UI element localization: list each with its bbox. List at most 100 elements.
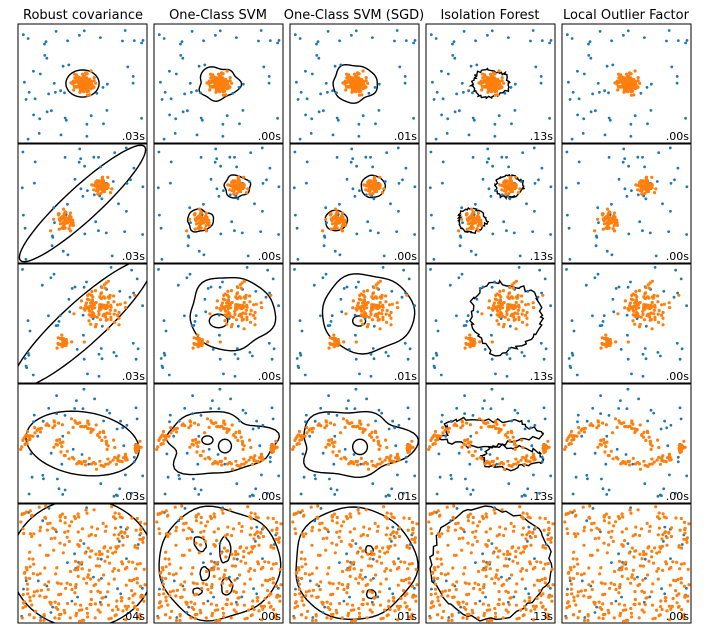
inlier-point — [32, 616, 36, 620]
inlier-point — [380, 191, 385, 195]
subplot-r1-c3: .13s — [425, 143, 556, 264]
inlier-point — [65, 217, 69, 221]
inlier-point — [71, 221, 75, 225]
inlier-point — [189, 616, 193, 620]
inlier-point — [511, 286, 515, 290]
inlier-point — [220, 304, 224, 308]
outlier-point — [595, 234, 598, 238]
outlier-point — [81, 194, 85, 198]
outlier-point — [478, 287, 482, 290]
inlier-point — [360, 93, 364, 97]
inlier-point — [315, 583, 319, 587]
inlier-point — [373, 429, 377, 433]
outlier-point — [209, 552, 213, 556]
decision-boundary — [303, 410, 419, 479]
outlier-point — [268, 455, 272, 459]
inlier-point — [428, 445, 432, 449]
inlier-point — [63, 515, 67, 520]
outlier-point — [132, 460, 136, 464]
outlier-point — [358, 189, 361, 193]
subplot-r3-c4: .00s — [561, 383, 692, 504]
inlier-point — [645, 185, 649, 189]
inlier-point — [332, 338, 336, 342]
inlier-point — [490, 459, 494, 464]
outlier-point — [158, 213, 161, 217]
inlier-point — [197, 220, 202, 224]
outlier-point — [63, 116, 67, 120]
timing-label: .00s — [666, 250, 689, 263]
inlier-point — [67, 431, 71, 435]
inlier-point — [209, 591, 213, 595]
column-titles: Robust covariance One-Class SVM One-Clas… — [23, 8, 690, 23]
timing-label: .03s — [122, 130, 145, 143]
inlier-point — [260, 458, 264, 462]
inlier-point — [238, 306, 242, 310]
inlier-point — [623, 299, 628, 303]
outlier-point — [298, 37, 302, 40]
inlier-point — [113, 455, 117, 459]
inlier-point — [35, 573, 40, 577]
outlier-point — [131, 75, 135, 78]
inlier-point — [628, 424, 632, 428]
inlier-point — [48, 521, 52, 525]
outlier-point — [214, 147, 218, 151]
outlier-point — [532, 146, 536, 150]
subplot-r1-c2: .00s — [289, 143, 420, 264]
inlier-point — [272, 608, 276, 612]
outlier-point — [202, 561, 205, 564]
inlier-point — [410, 612, 414, 617]
inlier-point — [135, 447, 139, 452]
inlier-point — [105, 447, 109, 451]
inlier-point — [386, 545, 390, 549]
outlier-point — [384, 494, 388, 498]
subplot-r2-c0: .03s — [17, 263, 148, 384]
inlier-point — [513, 183, 517, 187]
inlier-point — [243, 296, 247, 300]
inlier-point — [300, 509, 304, 513]
inlier-point — [164, 550, 168, 554]
outlier-point — [315, 54, 319, 57]
inlier-point — [94, 467, 99, 471]
inlier-point — [343, 221, 347, 225]
inlier-point — [466, 218, 470, 222]
outlier-point — [384, 351, 388, 354]
inlier-point — [508, 438, 512, 442]
outlier-point — [506, 194, 510, 198]
inlier-point — [234, 305, 238, 309]
inlier-point — [654, 187, 658, 191]
inlier-point — [512, 462, 516, 466]
inlier-point — [73, 419, 77, 423]
outlier-point — [50, 244, 54, 248]
inlier-point — [377, 447, 381, 451]
inlier-point — [226, 86, 230, 90]
outlier-point — [214, 33, 217, 37]
inlier-point — [345, 602, 349, 606]
inlier-point — [371, 463, 375, 467]
outlier-point — [586, 477, 589, 481]
inlier-point — [339, 539, 343, 544]
outlier-point — [641, 229, 644, 233]
inlier-point — [517, 315, 521, 319]
inlier-point — [338, 529, 342, 533]
inlier-point — [98, 430, 102, 434]
inlier-point — [204, 224, 208, 228]
inlier-point — [45, 528, 50, 532]
outlier-point — [543, 417, 547, 421]
inlier-point — [356, 304, 360, 308]
inlier-point — [164, 437, 168, 441]
outlier-point — [390, 487, 394, 491]
inlier-point — [195, 450, 199, 454]
inlier-point — [277, 540, 281, 544]
inlier-point — [133, 545, 137, 549]
inlier-point — [386, 462, 390, 466]
subplot-r4-c2: .01s — [289, 503, 420, 624]
outlier-point — [390, 289, 394, 293]
inlier-point — [143, 583, 147, 587]
inlier-point — [606, 453, 610, 458]
outlier-point — [370, 194, 374, 198]
inlier-point — [87, 319, 91, 323]
inlier-point — [362, 289, 366, 293]
outlier-point — [589, 56, 593, 60]
inlier-point — [139, 528, 143, 532]
inlier-point — [252, 537, 256, 541]
